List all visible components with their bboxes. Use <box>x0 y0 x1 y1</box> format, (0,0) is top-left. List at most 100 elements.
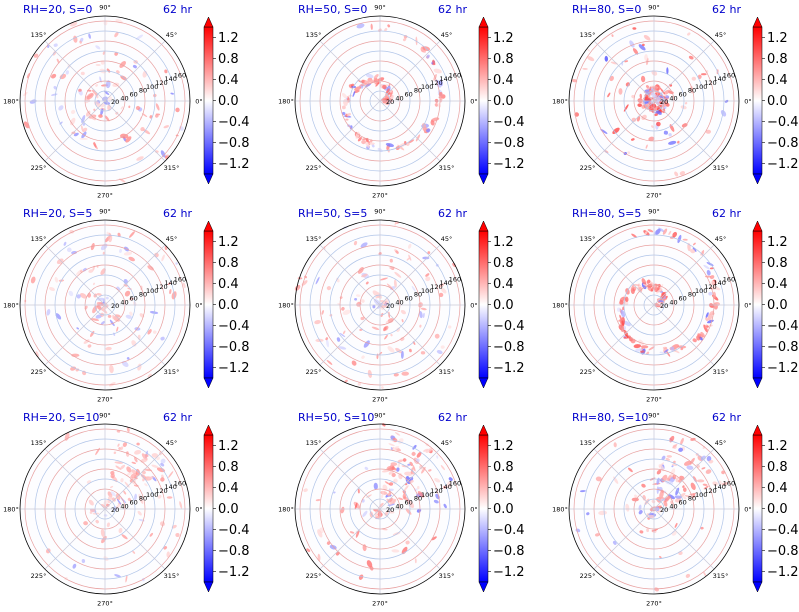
colorbar-tick-label: 0.0 <box>493 502 514 517</box>
radial-tick-label: 40 <box>395 298 403 306</box>
colorbar-tick-label: −0.4 <box>493 319 525 334</box>
radial-tick-label: 160 <box>723 275 735 283</box>
field-cell <box>689 492 697 496</box>
field-cell <box>116 498 122 505</box>
field-cell <box>132 64 137 69</box>
field-cell <box>128 297 134 301</box>
field-cell <box>651 528 659 532</box>
field-cell <box>654 113 658 117</box>
radial-tick-label: 120 <box>430 79 442 87</box>
field-cell <box>387 492 392 497</box>
field-cell <box>123 490 127 495</box>
field-cell <box>417 485 420 490</box>
angle-tick-label: 315° <box>164 164 180 172</box>
colorbar-extend-max <box>752 424 763 436</box>
field-cell <box>335 277 340 283</box>
field-cell <box>107 314 112 318</box>
field-cell <box>381 302 388 305</box>
field-cell <box>76 327 80 330</box>
field-cell <box>151 464 159 468</box>
angle-tick-label: 135° <box>580 235 596 243</box>
colorbar-tick-label: 0.0 <box>493 298 514 313</box>
angular-gridline <box>319 304 381 366</box>
angle-tick-label: 270° <box>372 396 388 404</box>
colorbar-tick-label: 1.2 <box>767 439 788 454</box>
colorbar-extend-min <box>203 173 214 185</box>
field-cell <box>623 320 631 327</box>
field-cell <box>121 534 128 540</box>
field-cell <box>65 70 69 75</box>
field-cell <box>586 512 590 516</box>
angular-gridline <box>319 100 381 162</box>
field-cell <box>440 465 445 471</box>
field-cell <box>110 491 116 497</box>
field-cell <box>100 60 105 65</box>
field-cell <box>387 24 391 28</box>
colorbar-extend-min <box>752 173 763 185</box>
colorbar-tick-label: 0.8 <box>493 256 514 271</box>
angle-tick-label: 90° <box>648 208 660 216</box>
field-cell <box>76 294 81 299</box>
field-cell <box>72 563 77 569</box>
field-cell <box>160 336 165 341</box>
field-cell <box>81 115 86 124</box>
field-cell <box>618 88 623 95</box>
field-cell <box>641 278 647 285</box>
colorbar-gradient <box>203 434 214 583</box>
field-cell <box>647 229 654 233</box>
angular-gridline <box>653 40 715 102</box>
field-cell <box>403 485 409 492</box>
field-cell <box>70 109 76 115</box>
field-cell <box>431 536 437 541</box>
field-cell <box>692 476 697 483</box>
panel-title-right: 62 hr <box>438 3 467 16</box>
radial-tick-label: 60 <box>679 91 687 99</box>
colorbar-extend-min <box>203 377 214 389</box>
field-cell <box>441 94 446 99</box>
field-cell <box>659 555 662 559</box>
radial-tick-label: 40 <box>395 94 403 102</box>
polar-panel: 90°45°0°315°270°225°180°135°20 40 60 801001… <box>278 411 524 608</box>
angle-tick-label: 180° <box>552 98 568 106</box>
field-cell <box>90 243 95 251</box>
colorbar-tick-label: −0.4 <box>218 115 250 130</box>
field-cell <box>631 233 637 238</box>
field-cell <box>641 483 646 488</box>
field-cell <box>625 503 630 512</box>
colorbar-extend-min <box>203 581 214 593</box>
field-cell <box>121 360 129 368</box>
colorbar-tick-label: 0.8 <box>493 460 514 475</box>
radial-tick-label: 160 <box>723 479 735 487</box>
field-cell <box>586 56 595 62</box>
field-cell <box>128 231 136 238</box>
field-cell <box>682 238 688 241</box>
angular-gridline <box>379 40 441 102</box>
field-cell <box>397 462 401 468</box>
field-cell <box>360 316 365 321</box>
angle-tick-label: 225° <box>306 572 322 580</box>
field-cell <box>624 296 629 302</box>
field-cell <box>358 574 364 580</box>
field-cell <box>92 282 96 286</box>
field-cell <box>665 95 670 99</box>
panel-title-right: 62 hr <box>438 207 467 220</box>
field-cell <box>126 427 130 432</box>
colorbar-gradient <box>478 26 489 175</box>
field-cell <box>674 522 678 528</box>
field-cell <box>627 151 631 154</box>
field-cell <box>640 75 646 83</box>
field-cell <box>46 308 51 316</box>
field-cell <box>643 97 652 102</box>
radial-tick-label: 100 <box>146 287 158 295</box>
colorbar-tick-label: 1.2 <box>218 235 239 250</box>
colorbar-tick-label: 1.2 <box>767 31 788 46</box>
field-cell <box>648 514 654 519</box>
field-cell <box>70 366 77 371</box>
angle-tick-label: 315° <box>164 368 180 376</box>
angular-gridline <box>653 244 715 306</box>
colorbar-tick-label: 1.2 <box>218 31 239 46</box>
field-cell <box>111 497 116 502</box>
panel-title-left: RH=20, S=0 <box>23 3 92 16</box>
field-cell <box>656 469 662 475</box>
field-cell <box>88 33 91 39</box>
